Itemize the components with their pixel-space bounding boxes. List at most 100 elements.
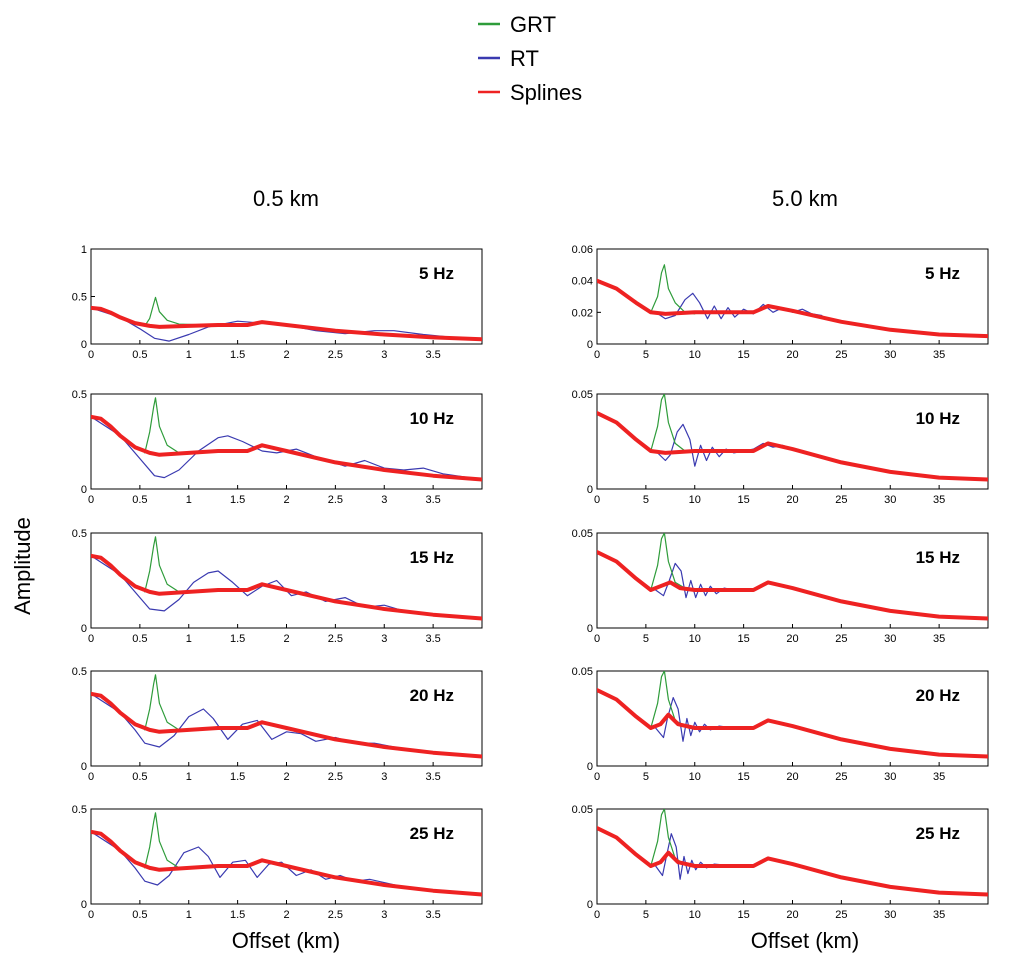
panel-left-0: 0 0.5 1 1.5 2 2.5 3 3.5 0 0.5 1 5 Hz [72,244,483,361]
y-tick-label: 0.05 [572,389,593,401]
x-tick-label: 0 [88,771,94,783]
panel-right-0: 0 5 10 15 20 25 30 35 0 0.02 0.04 0.06 5 Hz [572,244,989,361]
x-tick-label: 10 [689,771,701,783]
y-tick-label: 0 [81,899,87,911]
x-tick-label: 10 [689,909,701,921]
y-tick-label: 1 [81,244,87,256]
x-tick-label: 0.5 [132,771,147,783]
x-tick-label: 2 [283,349,289,361]
x-axis-label-left: Offset (km) [232,928,340,953]
frequency-label: 10 Hz [916,409,960,428]
panel-left-2: 0 0.5 1 1.5 2 2.5 3 3.5 0 0.5 15 Hz [72,528,483,645]
x-tick-label: 1.5 [230,349,245,361]
x-tick-label: 3.5 [425,349,440,361]
x-tick-label: 2.5 [328,494,343,506]
y-tick-label: 0.05 [572,666,593,678]
panel-left-1: 0 0.5 1 1.5 2 2.5 3 3.5 0 0.5 10 Hz [72,389,483,506]
legend-label-grt: GRT [510,12,556,37]
legend-label-splines: Splines [510,80,582,105]
series-line-grt [650,394,686,452]
y-tick-label: 0 [587,899,593,911]
x-tick-label: 0 [594,349,600,361]
y-tick-label: 0 [81,484,87,496]
x-tick-label: 15 [738,771,750,783]
series-line-grt [650,264,696,315]
x-tick-label: 2 [283,633,289,645]
x-tick-label: 30 [884,909,896,921]
frequency-label: 20 Hz [410,686,454,705]
column-title-left: 0.5 km [253,186,319,211]
series-line-splines [597,826,988,897]
y-tick-label: 0 [587,761,593,773]
y-tick-label: 0.5 [72,292,87,304]
x-tick-label: 25 [835,349,847,361]
y-tick-label: 0.5 [72,666,87,678]
x-tick-label: 1 [186,494,192,506]
series-line-splines [597,550,988,621]
panel-right-2: 0 5 10 15 20 25 30 35 0 0.05 15 Hz [572,528,989,645]
frequency-label: 5 Hz [419,264,454,283]
x-tick-label: 25 [835,909,847,921]
x-tick-label: 25 [835,771,847,783]
x-tick-label: 35 [933,494,945,506]
x-tick-label: 15 [738,633,750,645]
x-tick-label: 30 [884,633,896,645]
y-tick-label: 0.05 [572,528,593,540]
x-tick-label: 1 [186,909,192,921]
x-tick-label: 1.5 [230,494,245,506]
x-tick-label: 2.5 [328,909,343,921]
x-tick-label: 10 [689,494,701,506]
plot-frame [596,393,989,490]
x-tick-label: 0.5 [132,494,147,506]
y-tick-label: 0.02 [572,307,593,319]
x-tick-label: 20 [786,349,798,361]
x-tick-label: 25 [835,494,847,506]
panel-left-4: 0 0.5 1 1.5 2 2.5 3 3.5 0 0.5 25 Hz [72,804,483,921]
series-line-grt [144,674,180,731]
x-tick-label: 0 [594,771,600,783]
panels: 0 0.5 1 1.5 2 2.5 3 3.500.515 Hz0 5 10 15 20 25 30 350… [72,244,989,921]
frequency-label: 10 Hz [410,409,454,428]
series-line-splines [91,414,482,482]
x-tick-label: 0 [88,909,94,921]
x-tick-label: 1.5 [230,771,245,783]
y-tick-label: 0.5 [72,804,87,816]
frequency-label: 15 Hz [410,548,454,567]
x-tick-label: 5 [643,909,649,921]
panel-right-3: 0 5 10 15 20 25 30 35 0 0.05 20 Hz [572,666,989,783]
frequency-label: 25 Hz [410,824,454,843]
x-tick-label: 15 [738,494,750,506]
x-tick-label: 20 [786,771,798,783]
x-tick-label: 10 [689,633,701,645]
y-tick-label: 0.04 [572,276,593,288]
x-tick-label: 30 [884,349,896,361]
series-line-grt [650,533,686,591]
x-tick-label: 3.5 [425,633,440,645]
frequency-label: 5 Hz [925,264,960,283]
x-tick-label: 3 [381,771,387,783]
x-tick-label: 5 [643,771,649,783]
x-tick-label: 0 [594,633,600,645]
frequency-label: 15 Hz [916,548,960,567]
y-tick-label: 0 [81,761,87,773]
x-tick-label: 5 [643,494,649,506]
x-tick-label: 30 [884,494,896,506]
legend: GRT RT Splines [478,12,582,105]
x-tick-label: 3 [381,909,387,921]
x-tick-label: 2.5 [328,349,343,361]
frequency-label: 25 Hz [916,824,960,843]
y-tick-label: 0 [587,339,593,351]
series-line-splines [597,688,988,759]
column-title-right: 5.0 km [772,186,838,211]
x-tick-label: 0 [88,494,94,506]
x-tick-label: 15 [738,349,750,361]
y-tick-label: 0.5 [72,528,87,540]
x-tick-label: 2 [283,771,289,783]
x-tick-label: 20 [786,633,798,645]
x-tick-label: 5 [643,349,649,361]
x-tick-label: 20 [786,494,798,506]
series-line-splines [91,829,482,897]
x-tick-label: 3.5 [425,494,440,506]
y-tick-label: 0.5 [72,389,87,401]
